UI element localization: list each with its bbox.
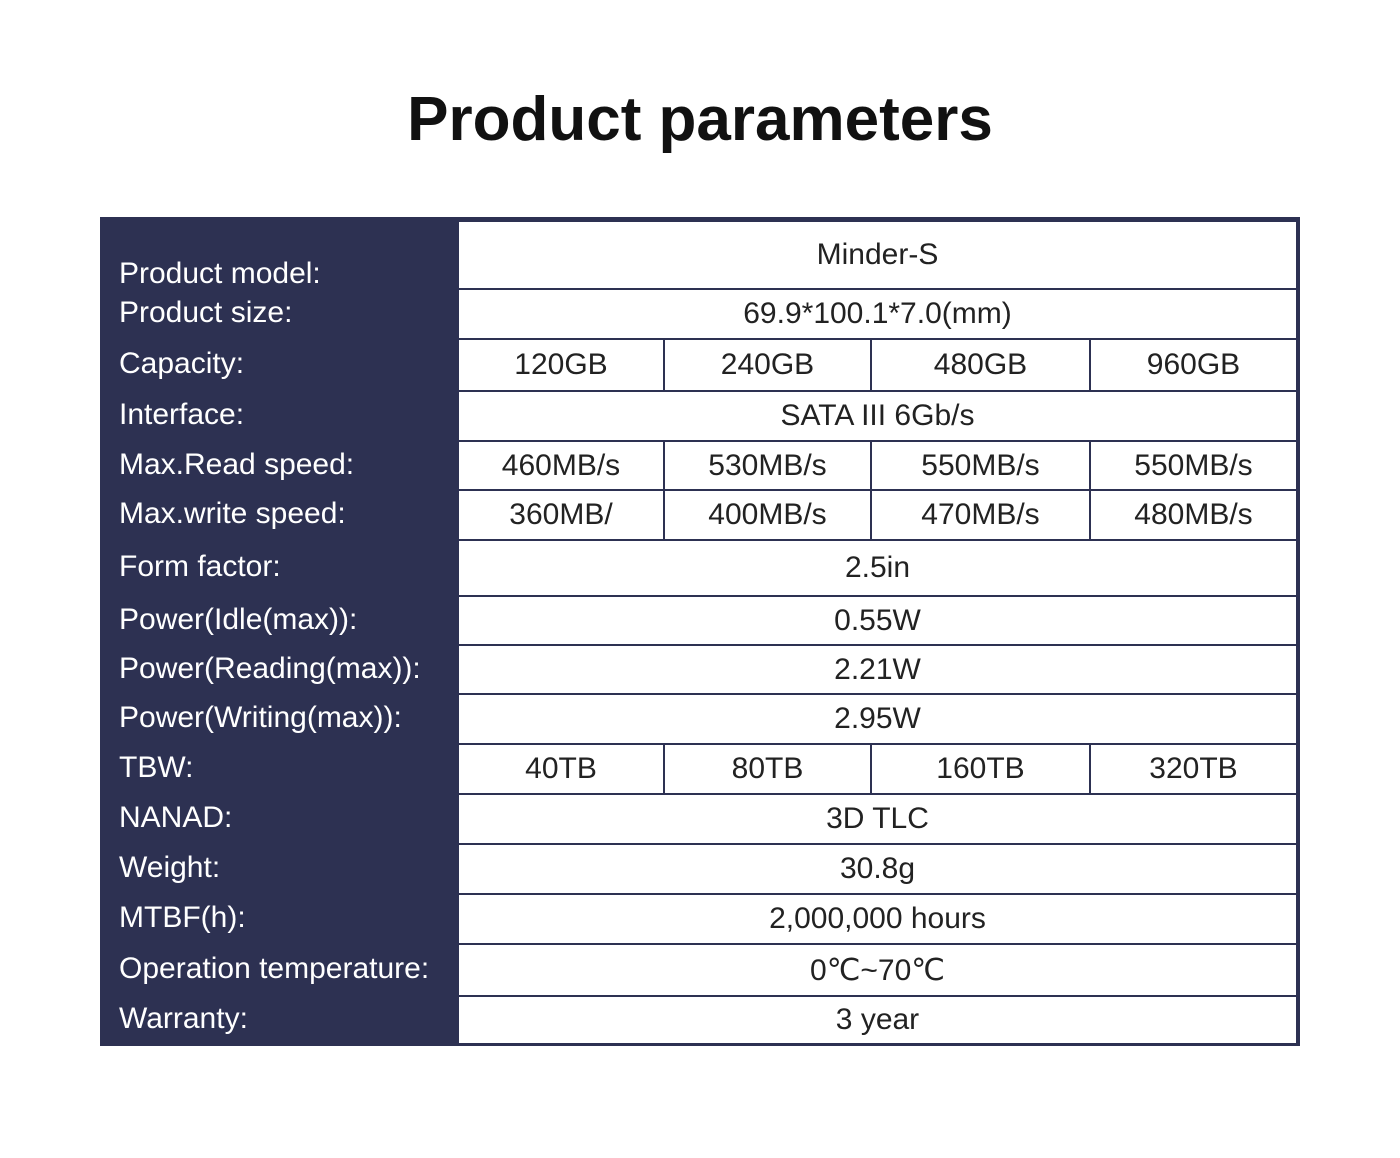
value-cell: 2,000,000 hours bbox=[459, 895, 1296, 943]
value-cell: 160TB bbox=[872, 745, 1089, 793]
row-label: Capacity: bbox=[119, 347, 245, 380]
value-cell: 2.21W bbox=[459, 646, 1296, 693]
value-cell: 80TB bbox=[665, 745, 870, 793]
value-cell: 0.55W bbox=[459, 597, 1296, 644]
value-cell: 550MB/s bbox=[872, 442, 1089, 489]
value-cell: 460MB/s bbox=[459, 442, 663, 489]
value-cell: 480GB bbox=[872, 340, 1089, 390]
page-title: Product parameters bbox=[407, 85, 993, 154]
row-label: Max.Read speed: bbox=[119, 447, 355, 481]
spec-table: Product model: Minder-S Product size: 69.9*… bbox=[100, 217, 1300, 1046]
row-label: Max.write speed: bbox=[119, 497, 346, 530]
value-cell: SATA III 6Gb/s bbox=[459, 392, 1296, 440]
row-label: MTBF(h): bbox=[119, 901, 246, 934]
row-label: Power(Reading(max)): bbox=[119, 651, 421, 685]
row-label: Interface: bbox=[119, 398, 245, 431]
row-label: NANAD: bbox=[119, 801, 233, 834]
row-label: Product size: bbox=[119, 296, 293, 329]
row-label: TBW: bbox=[119, 751, 194, 784]
row-label: Product model: bbox=[119, 257, 321, 290]
value-cell: 400MB/s bbox=[665, 491, 870, 539]
row-label: Power(Idle(max)): bbox=[119, 602, 358, 636]
row-label: Weight: bbox=[119, 851, 221, 884]
row-label: Form factor: bbox=[119, 550, 281, 583]
value-cell: 120GB bbox=[459, 340, 663, 390]
value-cell: Minder-S bbox=[459, 222, 1296, 288]
value-cell: 320TB bbox=[1091, 745, 1296, 793]
value-cell: 3D TLC bbox=[459, 795, 1296, 843]
value-cell: 960GB bbox=[1091, 340, 1296, 390]
value-cell: 2.95W bbox=[459, 695, 1296, 743]
row-label: Operation temperature: bbox=[119, 952, 430, 985]
value-cell: 3 year bbox=[459, 997, 1296, 1043]
value-cell: 360MB/ bbox=[459, 491, 663, 539]
value-cell: 30.8g bbox=[459, 845, 1296, 893]
value-cell: 470MB/s bbox=[872, 491, 1089, 539]
value-cell: 240GB bbox=[665, 340, 870, 390]
value-cell: 2.5in bbox=[459, 541, 1296, 595]
value-cell: 480MB/s bbox=[1091, 491, 1296, 539]
value-cell: 530MB/s bbox=[665, 442, 870, 489]
row-label: Warranty: bbox=[119, 1002, 248, 1035]
value-cell: 40TB bbox=[459, 745, 663, 793]
value-cell: 0℃~70℃ bbox=[459, 945, 1296, 995]
row-label: Power(Writing(max)): bbox=[119, 701, 402, 734]
value-cell: 550MB/s bbox=[1091, 442, 1296, 489]
value-cell: 69.9*100.1*7.0(mm) bbox=[459, 290, 1296, 338]
